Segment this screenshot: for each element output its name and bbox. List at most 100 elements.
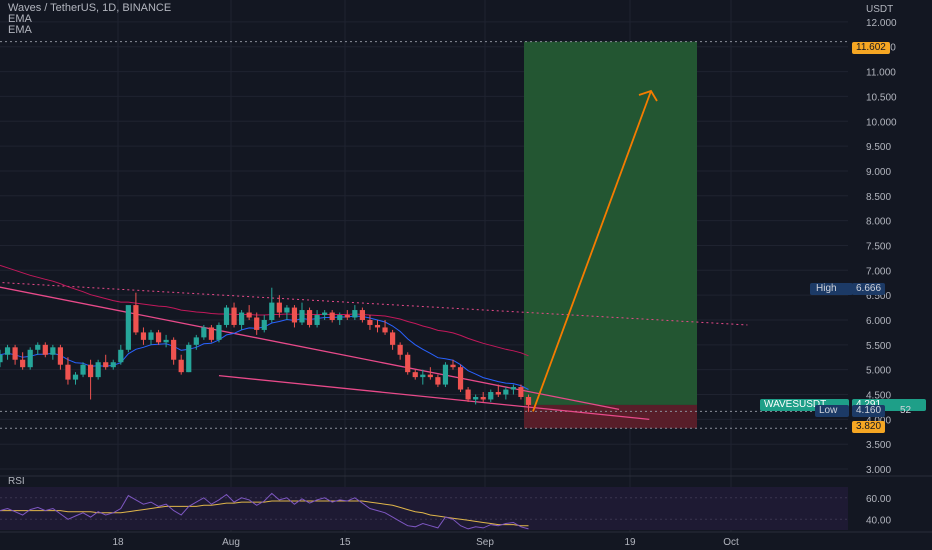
price-tick-label: 10.000 xyxy=(866,117,897,128)
candle-body xyxy=(42,344,48,355)
candle-body xyxy=(488,392,494,400)
candle-body xyxy=(148,332,154,340)
candle-body xyxy=(50,347,56,355)
ema-indicator-label[interactable]: EMA xyxy=(8,13,32,25)
candle-body xyxy=(427,374,433,378)
target-arrow xyxy=(532,89,658,412)
rsi-tick-label: 60.00 xyxy=(866,494,891,505)
candle-body xyxy=(110,362,116,368)
candle-body xyxy=(457,367,464,390)
candle-body xyxy=(27,349,33,368)
candle-body xyxy=(261,319,267,330)
candle-body xyxy=(390,332,396,345)
candle-body xyxy=(480,396,486,400)
candle-body xyxy=(216,324,222,340)
high-value-tag: 6.666 xyxy=(852,283,886,295)
candle-body xyxy=(503,389,509,395)
time-tick-label: Oct xyxy=(723,537,739,548)
time-tick-label: 19 xyxy=(624,537,636,548)
candle-body xyxy=(246,312,252,318)
trendline-lower-wedge xyxy=(218,374,650,420)
candle-body xyxy=(420,374,426,378)
candle-body xyxy=(367,319,373,325)
price-tick-label: 12.000 xyxy=(866,18,897,29)
target-price-tag: 11.602 xyxy=(852,42,890,54)
price-tick-label: 7.500 xyxy=(866,241,891,252)
trendline-dotted-resistance xyxy=(0,281,748,326)
rsi-band xyxy=(0,487,848,530)
candle-body xyxy=(20,359,26,368)
candle-body xyxy=(178,359,184,373)
candle-body xyxy=(276,302,282,313)
stop-price-tag: 3.820 xyxy=(852,421,886,433)
candle-body xyxy=(35,344,41,350)
candle-body xyxy=(223,307,230,325)
rsi-pane: 60.00 40.00 xyxy=(0,487,891,530)
candle-body xyxy=(359,310,365,320)
high-label-tag: High xyxy=(810,283,853,295)
candle-body xyxy=(12,347,18,360)
ema-indicator-label[interactable]: EMA xyxy=(8,24,32,36)
candle-body xyxy=(72,374,79,380)
rsi-label[interactable]: RSI xyxy=(8,476,25,487)
candle-body xyxy=(397,344,403,355)
price-tick-label: 8.500 xyxy=(866,192,891,203)
candle-body xyxy=(525,396,532,405)
grid xyxy=(0,0,932,533)
candle-body xyxy=(239,312,245,325)
price-tick-label: 3.500 xyxy=(866,440,891,451)
price-tick-label: 6.500 xyxy=(866,291,891,302)
price-tick-label: 11.000 xyxy=(866,68,896,79)
low-value-tag: 4.160 xyxy=(852,405,886,417)
time-tick-label: 15 xyxy=(339,537,351,548)
price-tick-label: 7.000 xyxy=(866,266,891,277)
projection-arrow-line xyxy=(532,90,652,412)
candle-body xyxy=(133,305,139,333)
symbol-title[interactable]: Waves / TetherUS, 1D, BINANCE xyxy=(8,2,172,14)
projection-arrow-head xyxy=(638,89,658,102)
time-tick-label: Sep xyxy=(476,537,494,548)
low-tail-tag: 52 xyxy=(900,405,912,416)
candle-body xyxy=(231,307,237,325)
ema-slow-line xyxy=(0,264,529,357)
time-axis: 18 Aug 15 Sep 19 Oct xyxy=(112,537,739,548)
candle-body xyxy=(80,364,86,375)
candle-body xyxy=(344,315,350,318)
candle-body xyxy=(382,327,388,333)
price-unit[interactable]: USDT xyxy=(866,4,894,15)
candle-body xyxy=(306,310,313,325)
price-tick-label: 8.000 xyxy=(866,217,891,228)
time-tick-label: 18 xyxy=(112,537,124,548)
candle-body xyxy=(65,364,71,380)
candle-body xyxy=(442,364,449,385)
candle-body xyxy=(0,354,3,363)
price-tick-label: 6.000 xyxy=(866,316,891,327)
candle-body xyxy=(337,315,343,320)
candle-body xyxy=(435,377,441,385)
candle-body xyxy=(88,364,94,378)
rsi-ma-line xyxy=(0,500,529,527)
candle-body xyxy=(510,387,516,390)
candle-body xyxy=(518,387,524,397)
price-tick-label: 5.500 xyxy=(866,341,891,352)
price-tick-label: 9.500 xyxy=(866,142,891,153)
candle-body xyxy=(140,332,147,340)
candle-body xyxy=(291,307,298,323)
candle-body xyxy=(95,362,101,378)
candle-body xyxy=(125,305,131,350)
loss-zone xyxy=(524,404,697,429)
rsi-line xyxy=(0,492,529,530)
candle-body xyxy=(352,310,358,318)
price-tick-label: 4.500 xyxy=(866,391,891,402)
candle-body xyxy=(405,354,411,373)
price-tick-label: 4.000 xyxy=(866,415,891,426)
candle-body xyxy=(473,396,479,400)
rsi-tick-label: 40.00 xyxy=(866,515,891,526)
candle-body xyxy=(465,389,471,400)
price-tick-label: 9.000 xyxy=(866,167,891,178)
candle-body xyxy=(450,364,456,368)
candle-body xyxy=(201,327,207,338)
candle-body xyxy=(299,310,305,323)
